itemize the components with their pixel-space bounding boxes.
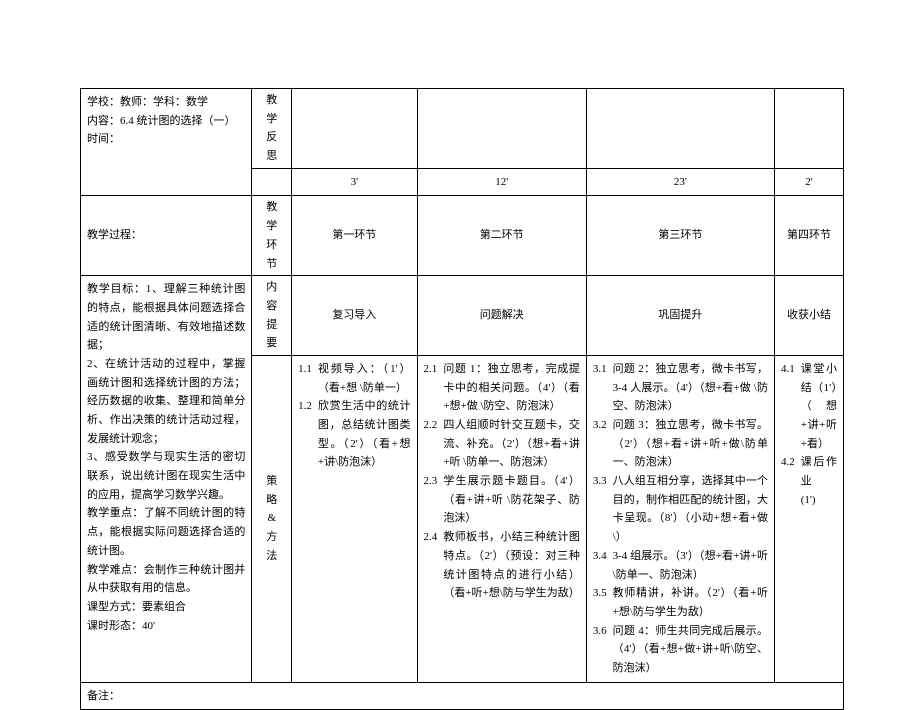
label-phase: 教学环节 [252, 196, 292, 276]
objective-1: 教学目标：1、理解三种统计图的特点，能根据具体问题选择合适的统计图清晰、有效地描… [87, 280, 245, 355]
phase-3: 第三环节 [586, 196, 774, 276]
difficulty: 教学难点：会制作三种统计图并从中获取有用的信息。 [87, 561, 245, 598]
objective-3: 3、感受数学与现实生活的密切联系，说出统计图在现实生活中的应用，提高学习数学兴趣… [87, 448, 245, 504]
objective-2: 2、在统计活动的过程中，掌握画统计图和选择统计图的方法；经历数据的收集、整理和简… [87, 355, 245, 448]
class-duration: 课时形态：40' [87, 617, 245, 636]
label-process: 教学过程： [81, 196, 252, 276]
c1-item-2: 1.2欣赏生活中的统计图，总结统计图类型。（2'）（看+想+讲\防泡沫） [298, 397, 410, 472]
c3-item-2: 3.2问题 3：独立思考，微卡书写。（2'）（想+看+讲+听+做\防单一、防泡沫… [593, 416, 768, 472]
label-content: 内容提要 [252, 276, 292, 356]
time-4: 2' [774, 168, 843, 196]
c3-item-5: 3.5教师精讲，补讲。（2'）（看+听+想\防与学生为敌） [593, 584, 768, 621]
c3-item-4: 3.43-4 组展示。（3'）（想+看+讲+听 \防单一、防泡沫） [593, 547, 768, 584]
c3-item-6: 3.6问题 4：师生共同完成后展示。（4'）（看+想+做+讲+听\防空、防泡沫） [593, 622, 768, 678]
label-strategy: 策略&方法 [252, 355, 292, 682]
meta-line-1: 学校：教师：学科：数学 [87, 93, 245, 112]
footer-note: 备注： [81, 682, 844, 710]
c3-item-3: 3.3八人组互相分享，选择其中一个目的，制作相匹配的统计图，大卡呈现。（8'）（… [593, 472, 768, 547]
summary-2: 问题解决 [417, 276, 586, 356]
time-3: 23' [586, 168, 774, 196]
strategy-col-2: 2.1问题 1：独立思考，完成提卡中的相关问题。（4'）（看+想+做 \防空、防… [417, 355, 586, 682]
c1-item-1: 1.1视频导入：（1'）（看+想 \防单一） [298, 360, 410, 397]
lesson-plan-table: 学校：教师：学科：数学 内容：6.4 统计图的选择（一） 时间： 教学反思 3'… [80, 88, 844, 710]
reflection-cell-3 [586, 89, 774, 169]
reflection-cell-2 [417, 89, 586, 169]
c2-item-3: 2.3学生展示题卡题目。（4'）（看+讲+听 \防花架子、防泡沫） [424, 472, 580, 528]
c4-item-2: 4.2课后作业 (1') [781, 453, 837, 509]
objectives-cell: 教学目标：1、理解三种统计图的特点，能根据具体问题选择合适的统计图清晰、有效地描… [81, 276, 252, 682]
phase-1: 第一环节 [292, 196, 417, 276]
summary-1: 复习导入 [292, 276, 417, 356]
meta-line-3: 时间： [87, 130, 245, 149]
label-reflection: 教学反思 [252, 89, 292, 169]
phase-2: 第二环节 [417, 196, 586, 276]
strategy-col-4: 4.1课堂小结（1'）（想+讲+听+看） 4.2课后作业 (1') [774, 355, 843, 682]
c4-item-1: 4.1课堂小结（1'）（想+讲+听+看） [781, 360, 837, 453]
key-point: 教学重点：了解不同统计图的特点，能根据实际问题选择合适的统计图。 [87, 504, 245, 560]
phase-4: 第四环节 [774, 196, 843, 276]
time-2: 12' [417, 168, 586, 196]
class-type: 课型方式：要素组合 [87, 598, 245, 617]
c3-item-1: 3.1问题 2：独立思考，微卡书写，3-4 人展示。（4'）（想+看+做 \防空… [593, 360, 768, 416]
time-1: 3' [292, 168, 417, 196]
c2-item-4: 2.4教师板书，小结三种统计图特点。（2'）（预设：对三种统计图特点的进行小结）… [424, 528, 580, 603]
time-label-blank [252, 168, 292, 196]
reflection-cell-4 [774, 89, 843, 169]
strategy-col-1: 1.1视频导入：（1'）（看+想 \防单一） 1.2欣赏生活中的统计图，总结统计… [292, 355, 417, 682]
summary-4: 收获小结 [774, 276, 843, 356]
meta-line-2: 内容：6.4 统计图的选择（一） [87, 112, 245, 131]
page: 学校：教师：学科：数学 内容：6.4 统计图的选择（一） 时间： 教学反思 3'… [0, 0, 920, 651]
reflection-cell-1 [292, 89, 417, 169]
c2-item-1: 2.1问题 1：独立思考，完成提卡中的相关问题。（4'）（看+想+做 \防空、防… [424, 360, 580, 416]
meta-and-objectives: 学校：教师：学科：数学 内容：6.4 统计图的选择（一） 时间： [81, 89, 252, 196]
c2-item-2: 2.2四人组顺时针交互题卡，交流、补充。（2'）（想+看+讲+听 \防单一、防泡… [424, 416, 580, 472]
summary-3: 巩固提升 [586, 276, 774, 356]
strategy-col-3: 3.1问题 2：独立思考，微卡书写，3-4 人展示。（4'）（想+看+做 \防空… [586, 355, 774, 682]
